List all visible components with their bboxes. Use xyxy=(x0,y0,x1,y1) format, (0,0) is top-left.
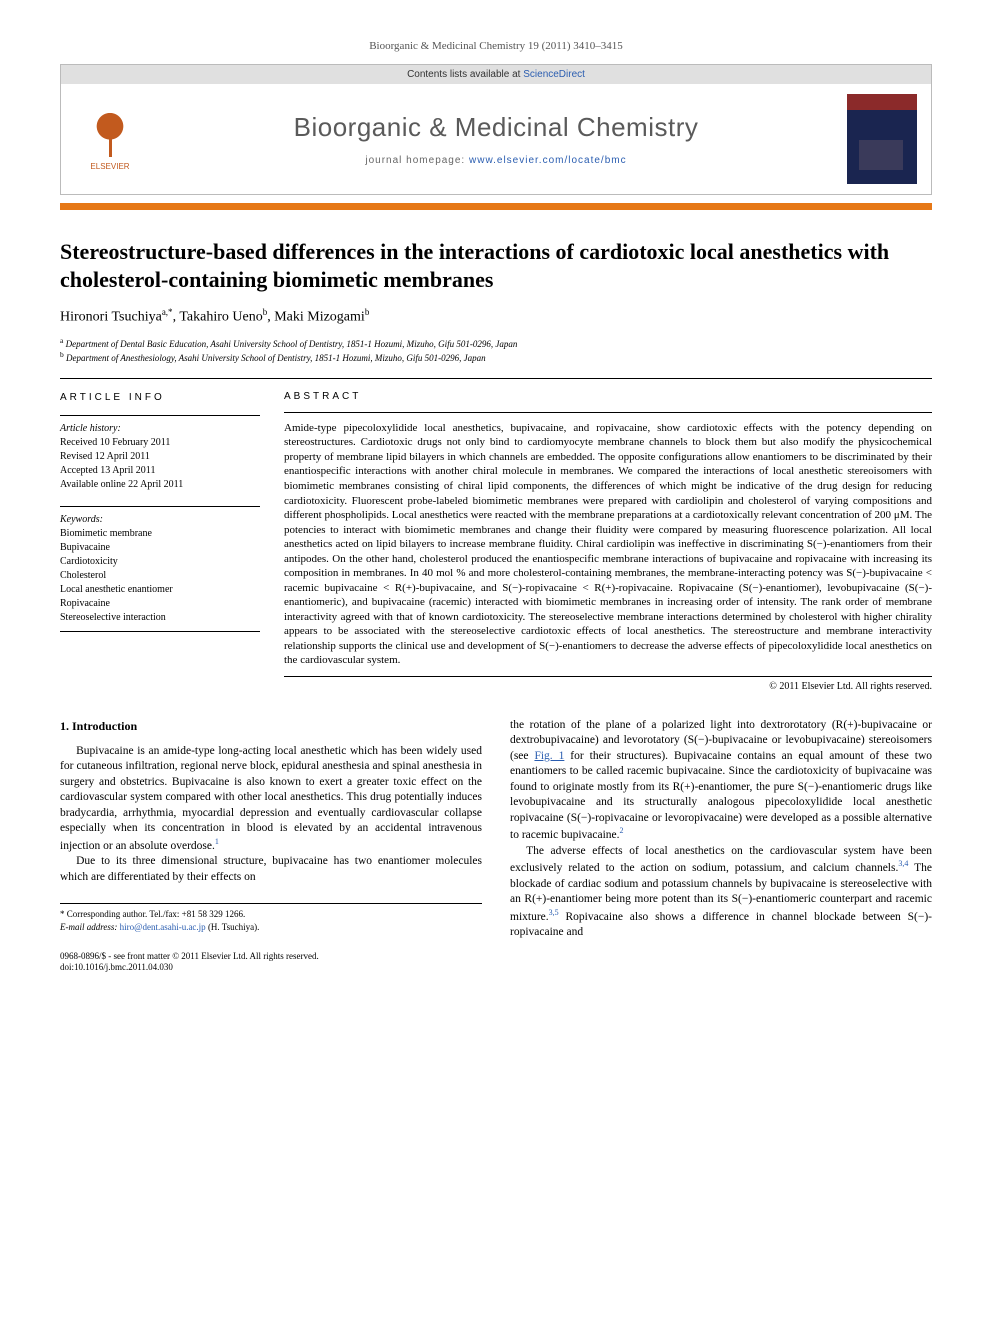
affil-b-sup: b xyxy=(60,350,64,359)
ref-3-5[interactable]: 3,5 xyxy=(549,908,559,917)
article-title: Stereostructure-based differences in the… xyxy=(60,238,932,293)
keywords-label: Keywords: xyxy=(60,513,260,527)
col2-p2a: The adverse effects of local anesthetics… xyxy=(510,845,932,874)
journal-name: Bioorganic & Medicinal Chemistry xyxy=(145,112,847,143)
contents-prefix: Contents lists available at xyxy=(407,69,523,80)
keyword-0: Biomimetic membrane xyxy=(60,527,260,541)
journal-cover-thumbnail xyxy=(847,94,917,184)
col2-p2c: Ropivacaine also shows a difference in c… xyxy=(510,910,932,938)
corr-email-person: (H. Tsuchiya). xyxy=(208,922,259,932)
affil-a-sup: a xyxy=(60,336,63,345)
abstract-copyright: © 2011 Elsevier Ltd. All rights reserved… xyxy=(284,677,932,692)
keyword-4: Local anesthetic enantiomer xyxy=(60,583,260,597)
body-col-left: 1. Introduction Bupivacaine is an amide-… xyxy=(60,718,482,974)
info-abstract-row: ARTICLE INFO Article history: Received 1… xyxy=(60,378,932,692)
ref-1[interactable]: 1 xyxy=(215,837,219,846)
col2-p1b: for their structures). Bupivacaine conta… xyxy=(510,750,932,841)
author-2-sup: b xyxy=(263,307,268,317)
email-label: E-mail address: xyxy=(60,922,117,932)
authors-line: Hironori Tsuchiyaa,*, Takahiro Uenob, Ma… xyxy=(60,307,932,326)
section-1-heading: 1. Introduction xyxy=(60,718,482,734)
history-received: Received 10 February 2011 xyxy=(60,436,260,450)
keyword-5: Ropivacaine xyxy=(60,597,260,611)
keyword-6: Stereoselective interaction xyxy=(60,611,260,625)
keyword-1: Bupivacaine xyxy=(60,541,260,555)
body-columns: 1. Introduction Bupivacaine is an amide-… xyxy=(60,718,932,974)
orange-divider xyxy=(60,203,932,210)
corr-email-line: E-mail address: hiro@dent.asahi-u.ac.jp … xyxy=(60,921,482,933)
corr-author-line: * Corresponding author. Tel./fax: +81 58… xyxy=(60,908,482,920)
page-root: Bioorganic & Medicinal Chemistry 19 (201… xyxy=(0,0,992,1014)
abstract-heading: ABSTRACT xyxy=(284,391,932,402)
author-3: Maki Mizogami xyxy=(274,310,365,325)
author-2: Takahiro Ueno xyxy=(179,310,262,325)
doi-line: doi:10.1016/j.bmc.2011.04.030 xyxy=(60,962,482,974)
front-matter-line: 0968-0896/$ - see front matter © 2011 El… xyxy=(60,951,482,963)
abstract-col: ABSTRACT Amide-type pipecoloxylidide loc… xyxy=(284,391,932,692)
fig-1-link[interactable]: Fig. 1 xyxy=(534,750,564,762)
running-head: Bioorganic & Medicinal Chemistry 19 (201… xyxy=(60,40,932,52)
history-label: Article history: xyxy=(60,422,260,436)
abstract-text: Amide-type pipecoloxylidide local anesth… xyxy=(284,412,932,677)
author-3-sup: b xyxy=(365,307,370,317)
header-main-row: ELSEVIER Bioorganic & Medicinal Chemistr… xyxy=(61,84,931,194)
affiliation-a: a Department of Dental Basic Education, … xyxy=(60,336,932,350)
sciencedirect-link[interactable]: ScienceDirect xyxy=(523,69,585,80)
homepage-link[interactable]: www.elsevier.com/locate/bmc xyxy=(469,155,627,166)
header-center: Bioorganic & Medicinal Chemistry journal… xyxy=(145,112,847,166)
doi-block: 0968-0896/$ - see front matter © 2011 El… xyxy=(60,951,482,974)
affiliations: a Department of Dental Basic Education, … xyxy=(60,336,932,364)
history-revised: Revised 12 April 2011 xyxy=(60,450,260,464)
keyword-3: Cholesterol xyxy=(60,569,260,583)
history-accepted: Accepted 13 April 2011 xyxy=(60,464,260,478)
elsevier-tree-icon xyxy=(85,107,135,162)
ref-2[interactable]: 2 xyxy=(620,826,624,835)
history-online: Available online 22 April 2011 xyxy=(60,478,260,492)
homepage-prefix: journal homepage: xyxy=(365,155,469,166)
keywords-block: Keywords: Biomimetic membrane Bupivacain… xyxy=(60,506,260,632)
intro-para-3: The adverse effects of local anesthetics… xyxy=(510,844,932,941)
author-1-sup: a,* xyxy=(162,307,173,317)
affiliation-b: b Department of Anesthesiology, Asahi Un… xyxy=(60,350,932,364)
intro-para-2: Due to its three dimensional structure, … xyxy=(60,854,482,885)
author-1: Hironori Tsuchiya xyxy=(60,310,162,325)
article-info-col: ARTICLE INFO Article history: Received 1… xyxy=(60,391,260,692)
corresponding-footer: * Corresponding author. Tel./fax: +81 58… xyxy=(60,903,482,932)
body-col-right: the rotation of the plane of a polarized… xyxy=(510,718,932,974)
contents-list-bar: Contents lists available at ScienceDirec… xyxy=(61,65,931,84)
ref-3-4[interactable]: 3,4 xyxy=(898,859,908,868)
corr-email-link[interactable]: hiro@dent.asahi-u.ac.jp xyxy=(120,922,206,932)
intro-p1-text: Bupivacaine is an amide-type long-acting… xyxy=(60,745,482,852)
keyword-2: Cardiotoxicity xyxy=(60,555,260,569)
journal-header-box: Contents lists available at ScienceDirec… xyxy=(60,64,932,195)
history-block: Article history: Received 10 February 20… xyxy=(60,415,260,492)
affil-a-text: Department of Dental Basic Education, As… xyxy=(66,339,518,349)
elsevier-logo: ELSEVIER xyxy=(75,100,145,178)
journal-homepage: journal homepage: www.elsevier.com/locat… xyxy=(145,155,847,166)
intro-para-2-cont: the rotation of the plane of a polarized… xyxy=(510,718,932,844)
affil-b-text: Department of Anesthesiology, Asahi Univ… xyxy=(66,353,486,363)
elsevier-logo-label: ELSEVIER xyxy=(90,162,129,171)
intro-para-1: Bupivacaine is an amide-type long-acting… xyxy=(60,744,482,854)
article-info-heading: ARTICLE INFO xyxy=(60,391,260,405)
